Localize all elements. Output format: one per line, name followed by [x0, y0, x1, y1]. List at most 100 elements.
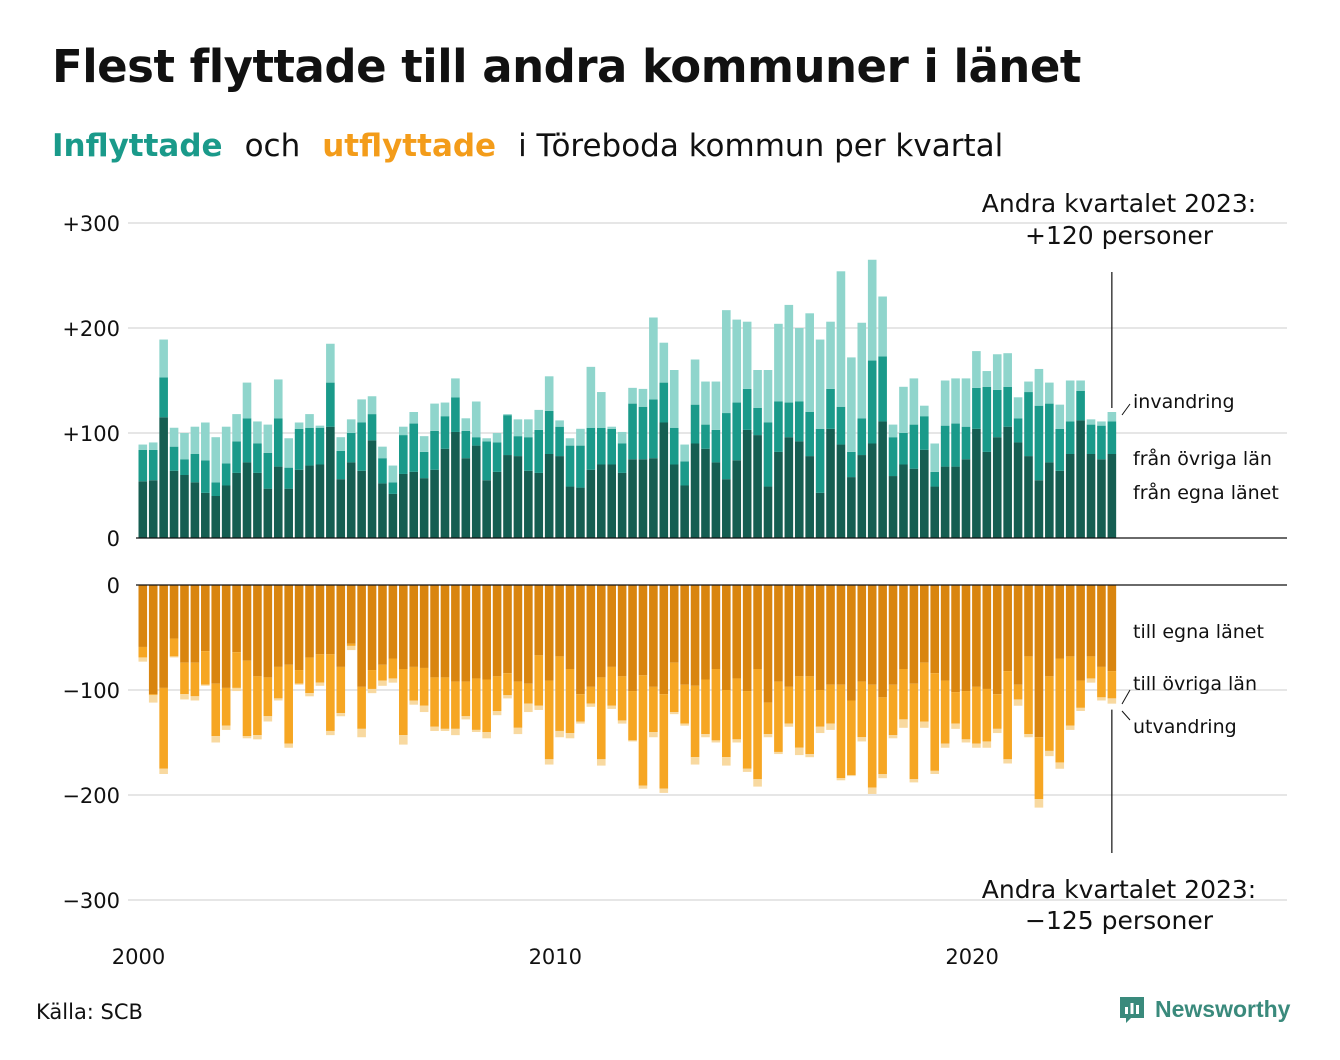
bar-in-0 — [315, 464, 325, 538]
label-connector — [1121, 710, 1131, 721]
bar-in-0 — [680, 485, 689, 538]
bar-in-1 — [1097, 425, 1106, 460]
bar-out-2 — [847, 775, 856, 777]
bar-out-2 — [576, 721, 585, 724]
bar-in-2 — [138, 444, 148, 450]
bar-in-1 — [148, 449, 158, 481]
bar-out-2 — [461, 716, 471, 720]
bar-out-2 — [930, 770, 940, 774]
bar-out-1 — [669, 662, 679, 713]
bar-out-1 — [524, 683, 533, 704]
bar-in-0 — [701, 448, 710, 538]
bar-out-1 — [221, 687, 231, 726]
bar-out-1 — [659, 694, 669, 789]
bar-out-2 — [607, 705, 616, 709]
bar-out-0 — [1045, 585, 1054, 677]
bar-in-1 — [1086, 424, 1096, 454]
series-label-in: invandring — [1133, 391, 1235, 413]
bar-in-0 — [440, 448, 450, 538]
bar-out-0 — [982, 585, 992, 689]
bar-out-2 — [419, 705, 429, 713]
bar-out-1 — [1107, 671, 1117, 699]
bar-out-2 — [357, 728, 366, 738]
bar-in-0 — [596, 464, 606, 538]
bar-in-1 — [826, 388, 835, 429]
bar-out-2 — [138, 657, 148, 662]
bar-out-0 — [461, 585, 471, 682]
bar-out-1 — [253, 676, 262, 736]
bar-in-0 — [211, 496, 221, 538]
bar-in-1 — [242, 418, 252, 463]
bar-out-1 — [513, 681, 523, 728]
bar-out-1 — [711, 669, 721, 741]
bar-out-1 — [972, 686, 981, 744]
bar-in-1 — [1065, 421, 1075, 454]
bar-in-0 — [992, 437, 1002, 538]
bar-out-2 — [451, 728, 460, 736]
bar-in-0 — [784, 437, 794, 538]
bar-out-2 — [992, 728, 1002, 734]
bar-out-1 — [346, 643, 356, 646]
bar-out-0 — [430, 585, 439, 678]
newsworthy-logo[interactable]: Newsworthy — [1117, 994, 1290, 1024]
bar-in-1 — [586, 427, 596, 470]
bar-out-2 — [899, 719, 908, 728]
bar-out-1 — [169, 638, 179, 657]
bar-in-2 — [273, 379, 283, 419]
bar-out-1 — [534, 655, 544, 706]
annotation-top-line1: Andra kvartalet 2023: — [982, 189, 1256, 218]
bar-in-0 — [669, 464, 679, 538]
bar-in-0 — [649, 458, 658, 538]
bar-out-1 — [388, 658, 398, 679]
bar-in-1 — [524, 437, 533, 471]
bar-in-2 — [920, 405, 929, 417]
bar-in-0 — [336, 479, 346, 538]
bar-out-0 — [826, 585, 835, 685]
bar-in-2 — [857, 322, 867, 419]
bar-out-0 — [388, 585, 398, 659]
bar-out-1 — [899, 669, 908, 720]
bar-in-2 — [617, 431, 627, 444]
bar-in-0 — [263, 488, 273, 538]
bar-in-1 — [909, 424, 919, 469]
bar-out-0 — [711, 585, 721, 669]
bar-in-0 — [878, 421, 887, 538]
bar-in-0 — [461, 458, 471, 538]
y-tick-label: +100 — [62, 422, 120, 446]
bar-out-2 — [1013, 699, 1023, 706]
bar-in-1 — [722, 413, 731, 480]
bar-in-2 — [1076, 380, 1085, 391]
bar-out-2 — [1097, 697, 1106, 701]
source-note: Källa: SCB — [36, 1000, 143, 1024]
bar-out-0 — [774, 585, 783, 682]
bar-out-1 — [263, 677, 273, 717]
bar-in-2 — [232, 414, 241, 442]
bar-in-2 — [794, 328, 804, 402]
bar-out-1 — [461, 681, 471, 717]
bar-in-2 — [419, 436, 429, 452]
bar-in-0 — [138, 481, 148, 538]
bar-out-1 — [471, 678, 481, 730]
bar-out-0 — [492, 585, 502, 677]
bar-in-2 — [461, 418, 471, 431]
bar-in-1 — [940, 425, 950, 467]
bar-out-1 — [596, 677, 606, 760]
series-label-out: till övriga län — [1133, 673, 1257, 695]
bar-in-2 — [930, 443, 940, 472]
bar-out-2 — [680, 723, 689, 726]
bar-out-2 — [503, 695, 512, 699]
bar-in-2 — [326, 343, 335, 383]
bar-out-2 — [1065, 725, 1075, 730]
bar-in-0 — [1024, 456, 1033, 538]
bar-out-0 — [409, 585, 419, 667]
bar-out-2 — [169, 656, 179, 658]
bar-in-1 — [201, 460, 210, 493]
bar-in-0 — [565, 486, 575, 538]
bar-out-2 — [440, 728, 450, 731]
bar-in-0 — [273, 466, 283, 538]
bar-in-2 — [784, 304, 794, 403]
bar-in-1 — [972, 387, 981, 429]
bar-in-1 — [930, 471, 940, 487]
bar-in-2 — [190, 426, 200, 454]
bar-in-2 — [951, 378, 960, 424]
